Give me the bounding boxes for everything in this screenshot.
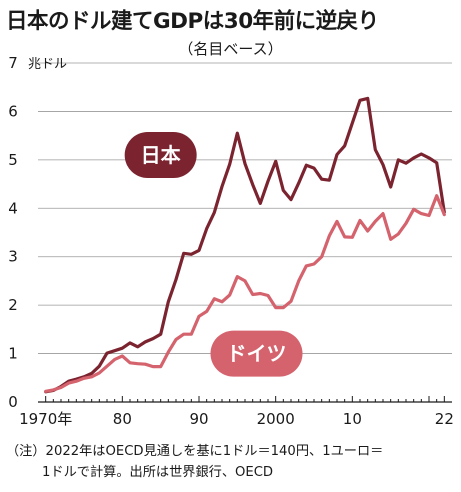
x-tick-label: 2000: [257, 410, 295, 428]
footnote-line-1: （注）2022年はOECD見通しを基に1ドル＝140円、1ユーロ＝: [6, 444, 384, 459]
y-tick-label: 1: [8, 345, 18, 363]
series-badge-germany: [210, 330, 303, 377]
series-badge-label: 日本: [141, 143, 181, 167]
chart-subtitle: （名目ベース）: [178, 40, 283, 58]
chart-title: 日本のドル建てGDPは30年前に逆戻り: [6, 9, 379, 34]
series-line-germany: [44, 194, 446, 393]
grid-lines: [38, 62, 452, 354]
series-badge-label: ドイツ: [227, 342, 287, 366]
y-tick-label: 4: [8, 199, 18, 217]
series-line-japan: [44, 96, 446, 394]
y-tick-label: 6: [8, 102, 18, 120]
x-tick-label: 10: [343, 410, 362, 428]
footnote-line-2: 1ドルで計算。出所は世界銀行、OECD: [42, 465, 274, 480]
y-tick-label: 5: [8, 151, 18, 169]
x-tick-label: 22: [435, 410, 454, 428]
x-tick-label: 90: [189, 410, 208, 428]
axes: 0 1 2 3 4 5 6 7 兆ドル 1970年 80 90 2000 10 22: [8, 54, 454, 428]
y-tick-label: 2: [8, 296, 18, 314]
x-tick-label: 1970年: [19, 410, 72, 428]
series-lines: [44, 96, 446, 394]
x-tick-label: 80: [113, 410, 132, 428]
y-tick-label: 7: [8, 54, 18, 72]
series-badge-japan: [124, 132, 197, 179]
y-tick-label: 0: [8, 393, 18, 411]
footnote: （注）2022年はOECD見通しを基に1ドル＝140円、1ユーロ＝ 1ドルで計算…: [6, 441, 458, 483]
y-axis-unit-label: 兆ドル: [28, 57, 67, 72]
y-tick-label: 3: [8, 248, 18, 266]
